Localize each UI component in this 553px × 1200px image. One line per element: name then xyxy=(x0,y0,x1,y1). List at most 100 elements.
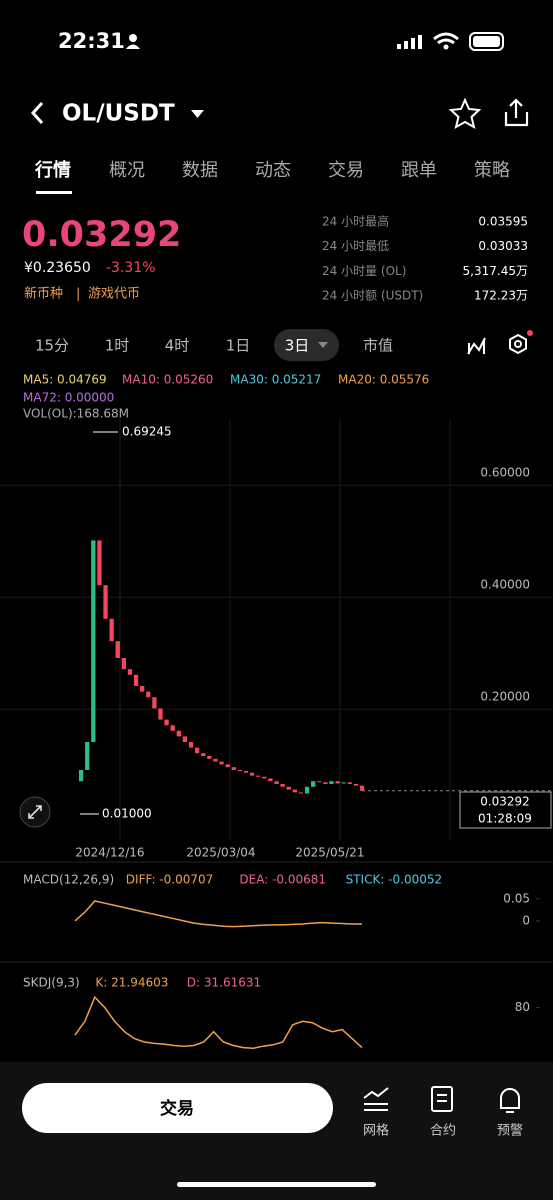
tab[interactable]: 动态 xyxy=(255,160,291,181)
charts: MA5: 0.04769 MA10: 0.05260 MA30: 0.05217 MA… xyxy=(0,373,553,1050)
candle xyxy=(146,691,151,698)
candle xyxy=(353,784,359,786)
last-price: 0.03292 xyxy=(22,215,181,255)
price-change: -3.31% xyxy=(106,260,156,276)
battery-icon xyxy=(469,32,504,51)
candle xyxy=(274,781,279,784)
candle xyxy=(213,758,218,762)
tab[interactable]: 行情 xyxy=(34,159,71,181)
candle xyxy=(335,781,340,784)
min-label: 0.01000 xyxy=(102,807,152,821)
settings-button[interactable] xyxy=(509,333,527,355)
battery-level xyxy=(473,36,500,47)
x-label: 2024/12/16 xyxy=(75,846,144,860)
candle xyxy=(262,776,267,779)
action-label[interactable]: 网格 xyxy=(363,1123,389,1139)
candle xyxy=(97,540,102,586)
tab-bar: 行情 概况 数据 动态 交易 跟单 策略 xyxy=(34,159,510,181)
indicator-legend: DEA: -0.00681 xyxy=(239,873,326,887)
pair-title[interactable]: OL/USDT xyxy=(62,101,175,127)
candle xyxy=(286,786,291,790)
favorite-button[interactable] xyxy=(448,97,482,129)
tab[interactable]: 概况 xyxy=(109,160,145,181)
candle xyxy=(298,792,304,794)
wifi-icon xyxy=(433,32,459,45)
candle xyxy=(194,747,200,754)
cny-price: ¥0.23650 xyxy=(24,260,91,276)
candle xyxy=(219,761,224,765)
candle xyxy=(341,782,346,784)
candle xyxy=(170,725,175,731)
interval-dropdown xyxy=(318,342,328,348)
notification-dot xyxy=(527,330,533,336)
grid-icon[interactable] xyxy=(363,1087,389,1111)
interval-active-bg xyxy=(274,329,339,361)
interval[interactable]: 4时 xyxy=(165,337,190,355)
last-price-box xyxy=(459,791,552,829)
tab[interactable]: 数据 xyxy=(182,160,218,181)
tab[interactable]: 交易 xyxy=(328,160,364,181)
candle xyxy=(121,658,126,670)
candle xyxy=(164,719,169,726)
candle xyxy=(225,764,230,768)
interval[interactable]: 1时 xyxy=(105,337,130,355)
action-label[interactable]: 合约 xyxy=(430,1124,456,1139)
indicator-line xyxy=(74,900,362,928)
interval[interactable]: 1日 xyxy=(226,337,251,355)
candle xyxy=(347,782,352,784)
indicator-legend: D: 31.61631 xyxy=(187,976,261,990)
tag[interactable]: 新币种 xyxy=(24,286,63,302)
trade-button[interactable] xyxy=(22,1083,333,1133)
share-button[interactable] xyxy=(504,98,529,127)
action-label[interactable]: 预警 xyxy=(497,1123,523,1139)
stat-value: 0.03595 xyxy=(478,215,528,229)
interval[interactable]: 3日 xyxy=(285,337,310,355)
tab[interactable]: 跟单 xyxy=(401,160,437,181)
stat-value: 172.23万 xyxy=(474,289,528,303)
y-tick-label: 0 xyxy=(522,913,530,927)
candle xyxy=(329,781,334,784)
y-tick-label: 80 xyxy=(515,1000,530,1014)
countdown: 01:28:09 xyxy=(478,812,532,826)
candle xyxy=(109,618,114,642)
y-tick-label: 0.40000 xyxy=(480,578,530,592)
back-button[interactable] xyxy=(30,101,44,125)
indicator-title: MACD(12,26,9) xyxy=(23,873,114,887)
indicator-button[interactable] xyxy=(467,337,486,355)
tag-separator: | xyxy=(76,287,80,302)
candle xyxy=(176,730,181,737)
stats: 24 小时最高 0.03595 24 小时最低 0.03033 24 小时量 (OL) 5… xyxy=(322,214,528,303)
stat-label: 24 小时额 (USDT) xyxy=(322,289,423,303)
status-time: 22:31 xyxy=(58,29,125,53)
indicator-title: SKDJ(9,3) xyxy=(23,976,80,990)
wifi-icon xyxy=(443,44,449,50)
candle xyxy=(243,771,249,773)
pair-dropdown[interactable] xyxy=(191,110,204,118)
candle xyxy=(323,782,328,784)
candle xyxy=(133,674,139,686)
stat-label: 24 小时最低 xyxy=(322,239,389,253)
candle xyxy=(85,742,90,770)
candle xyxy=(359,785,365,791)
user-icon xyxy=(126,44,140,49)
home-indicator xyxy=(177,1182,376,1187)
interval[interactable]: 15分 xyxy=(35,337,69,355)
contract-icon xyxy=(437,1094,447,1102)
interval[interactable]: 市值 xyxy=(363,337,393,355)
tab[interactable]: 策略 xyxy=(474,160,510,181)
max-label: 0.69245 xyxy=(122,425,172,439)
ma-legend: MA72: 0.00000 xyxy=(23,391,114,405)
alert-icon[interactable] xyxy=(500,1088,520,1113)
y-tick-label: 0.60000 xyxy=(480,466,530,480)
y-tick-label: 0.05 xyxy=(503,891,530,905)
stat-value: 5,317.45万 xyxy=(463,264,528,278)
candle xyxy=(237,770,243,772)
candle xyxy=(231,767,236,770)
candle xyxy=(127,669,133,675)
candle xyxy=(115,641,120,658)
candle xyxy=(158,708,163,720)
tag[interactable]: 游戏代币 xyxy=(88,287,140,302)
contract-icon[interactable] xyxy=(431,1086,453,1112)
